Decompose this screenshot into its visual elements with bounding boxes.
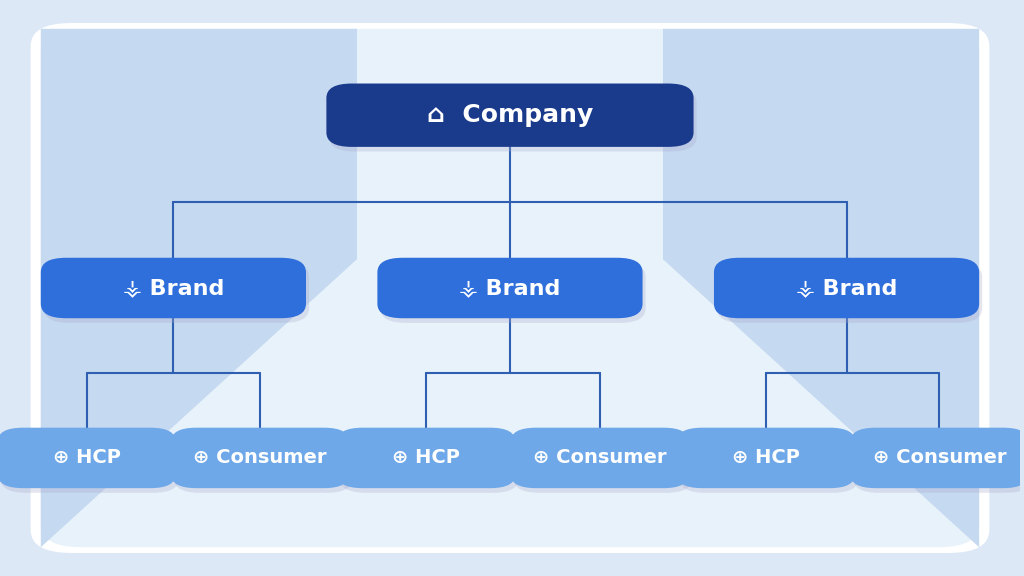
FancyBboxPatch shape bbox=[174, 432, 352, 493]
FancyBboxPatch shape bbox=[171, 427, 349, 488]
FancyBboxPatch shape bbox=[41, 29, 979, 547]
FancyBboxPatch shape bbox=[677, 427, 855, 488]
FancyBboxPatch shape bbox=[381, 263, 645, 323]
FancyBboxPatch shape bbox=[330, 88, 696, 151]
FancyBboxPatch shape bbox=[850, 427, 1024, 488]
FancyBboxPatch shape bbox=[717, 263, 982, 323]
Text: ⌂  Company: ⌂ Company bbox=[427, 103, 593, 127]
FancyBboxPatch shape bbox=[514, 432, 692, 493]
FancyBboxPatch shape bbox=[511, 427, 689, 488]
FancyBboxPatch shape bbox=[44, 263, 309, 323]
FancyBboxPatch shape bbox=[41, 258, 306, 318]
Text: ⊕ HCP: ⊕ HCP bbox=[392, 449, 460, 467]
FancyBboxPatch shape bbox=[31, 23, 989, 553]
Text: ⊕ HCP: ⊕ HCP bbox=[732, 449, 800, 467]
FancyBboxPatch shape bbox=[0, 432, 179, 493]
Polygon shape bbox=[41, 29, 357, 547]
Text: ⊕ Consumer: ⊕ Consumer bbox=[872, 449, 1007, 467]
Text: ⊕ Consumer: ⊕ Consumer bbox=[194, 449, 327, 467]
FancyBboxPatch shape bbox=[853, 432, 1024, 493]
FancyBboxPatch shape bbox=[378, 258, 643, 318]
FancyBboxPatch shape bbox=[0, 427, 176, 488]
FancyBboxPatch shape bbox=[340, 432, 518, 493]
Text: ⊕ Consumer: ⊕ Consumer bbox=[532, 449, 667, 467]
Text: ⚶ Brand: ⚶ Brand bbox=[123, 278, 224, 298]
Polygon shape bbox=[663, 29, 979, 547]
FancyBboxPatch shape bbox=[327, 84, 693, 147]
FancyBboxPatch shape bbox=[714, 258, 979, 318]
FancyBboxPatch shape bbox=[680, 432, 858, 493]
Text: ⚶ Brand: ⚶ Brand bbox=[796, 278, 897, 298]
Text: ⚶ Brand: ⚶ Brand bbox=[460, 278, 561, 298]
FancyBboxPatch shape bbox=[337, 427, 515, 488]
Text: ⊕ HCP: ⊕ HCP bbox=[53, 449, 121, 467]
